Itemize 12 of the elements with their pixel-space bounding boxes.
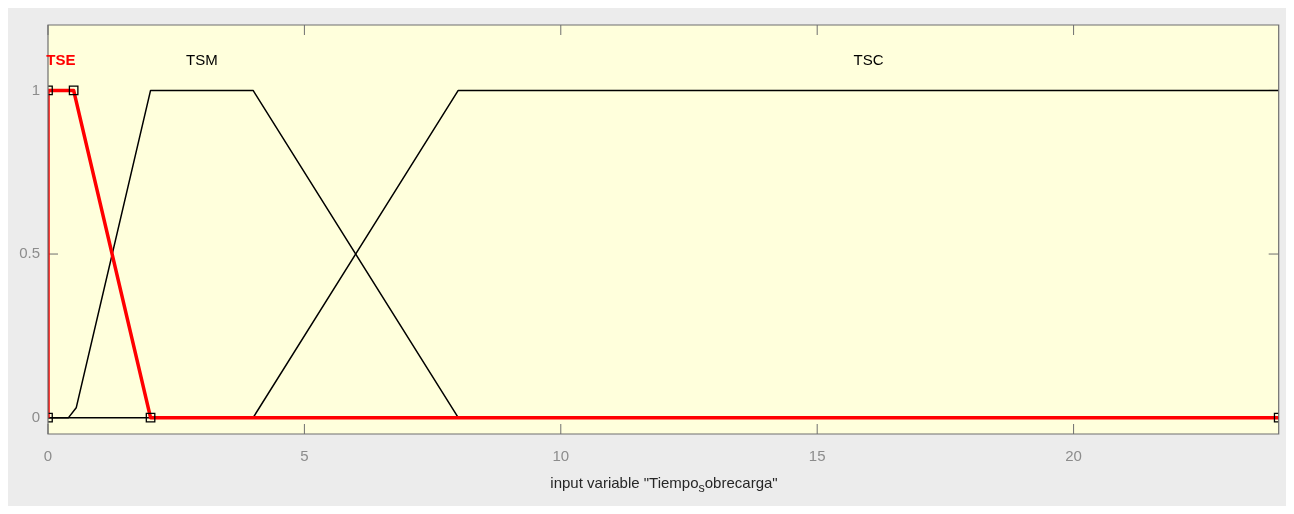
y-tick-label: 1 xyxy=(31,80,40,98)
x-tick-label: 5 xyxy=(300,447,309,465)
x-axis-title: input variable "Tiempo$_{s}$obrecarga" xyxy=(549,474,779,495)
y-tick-label: 0.5 xyxy=(19,244,40,262)
x-tick-label: 15 xyxy=(808,447,826,465)
series-label: TSC xyxy=(853,51,884,69)
x-tick-label: 0 xyxy=(43,447,53,465)
x-tick-label: 20 xyxy=(1065,447,1082,465)
y-tick-label: 0 xyxy=(31,407,40,425)
series-label: TSE xyxy=(46,51,76,69)
series-label: TSM xyxy=(186,51,218,69)
x-tick-label: 10 xyxy=(552,447,570,465)
